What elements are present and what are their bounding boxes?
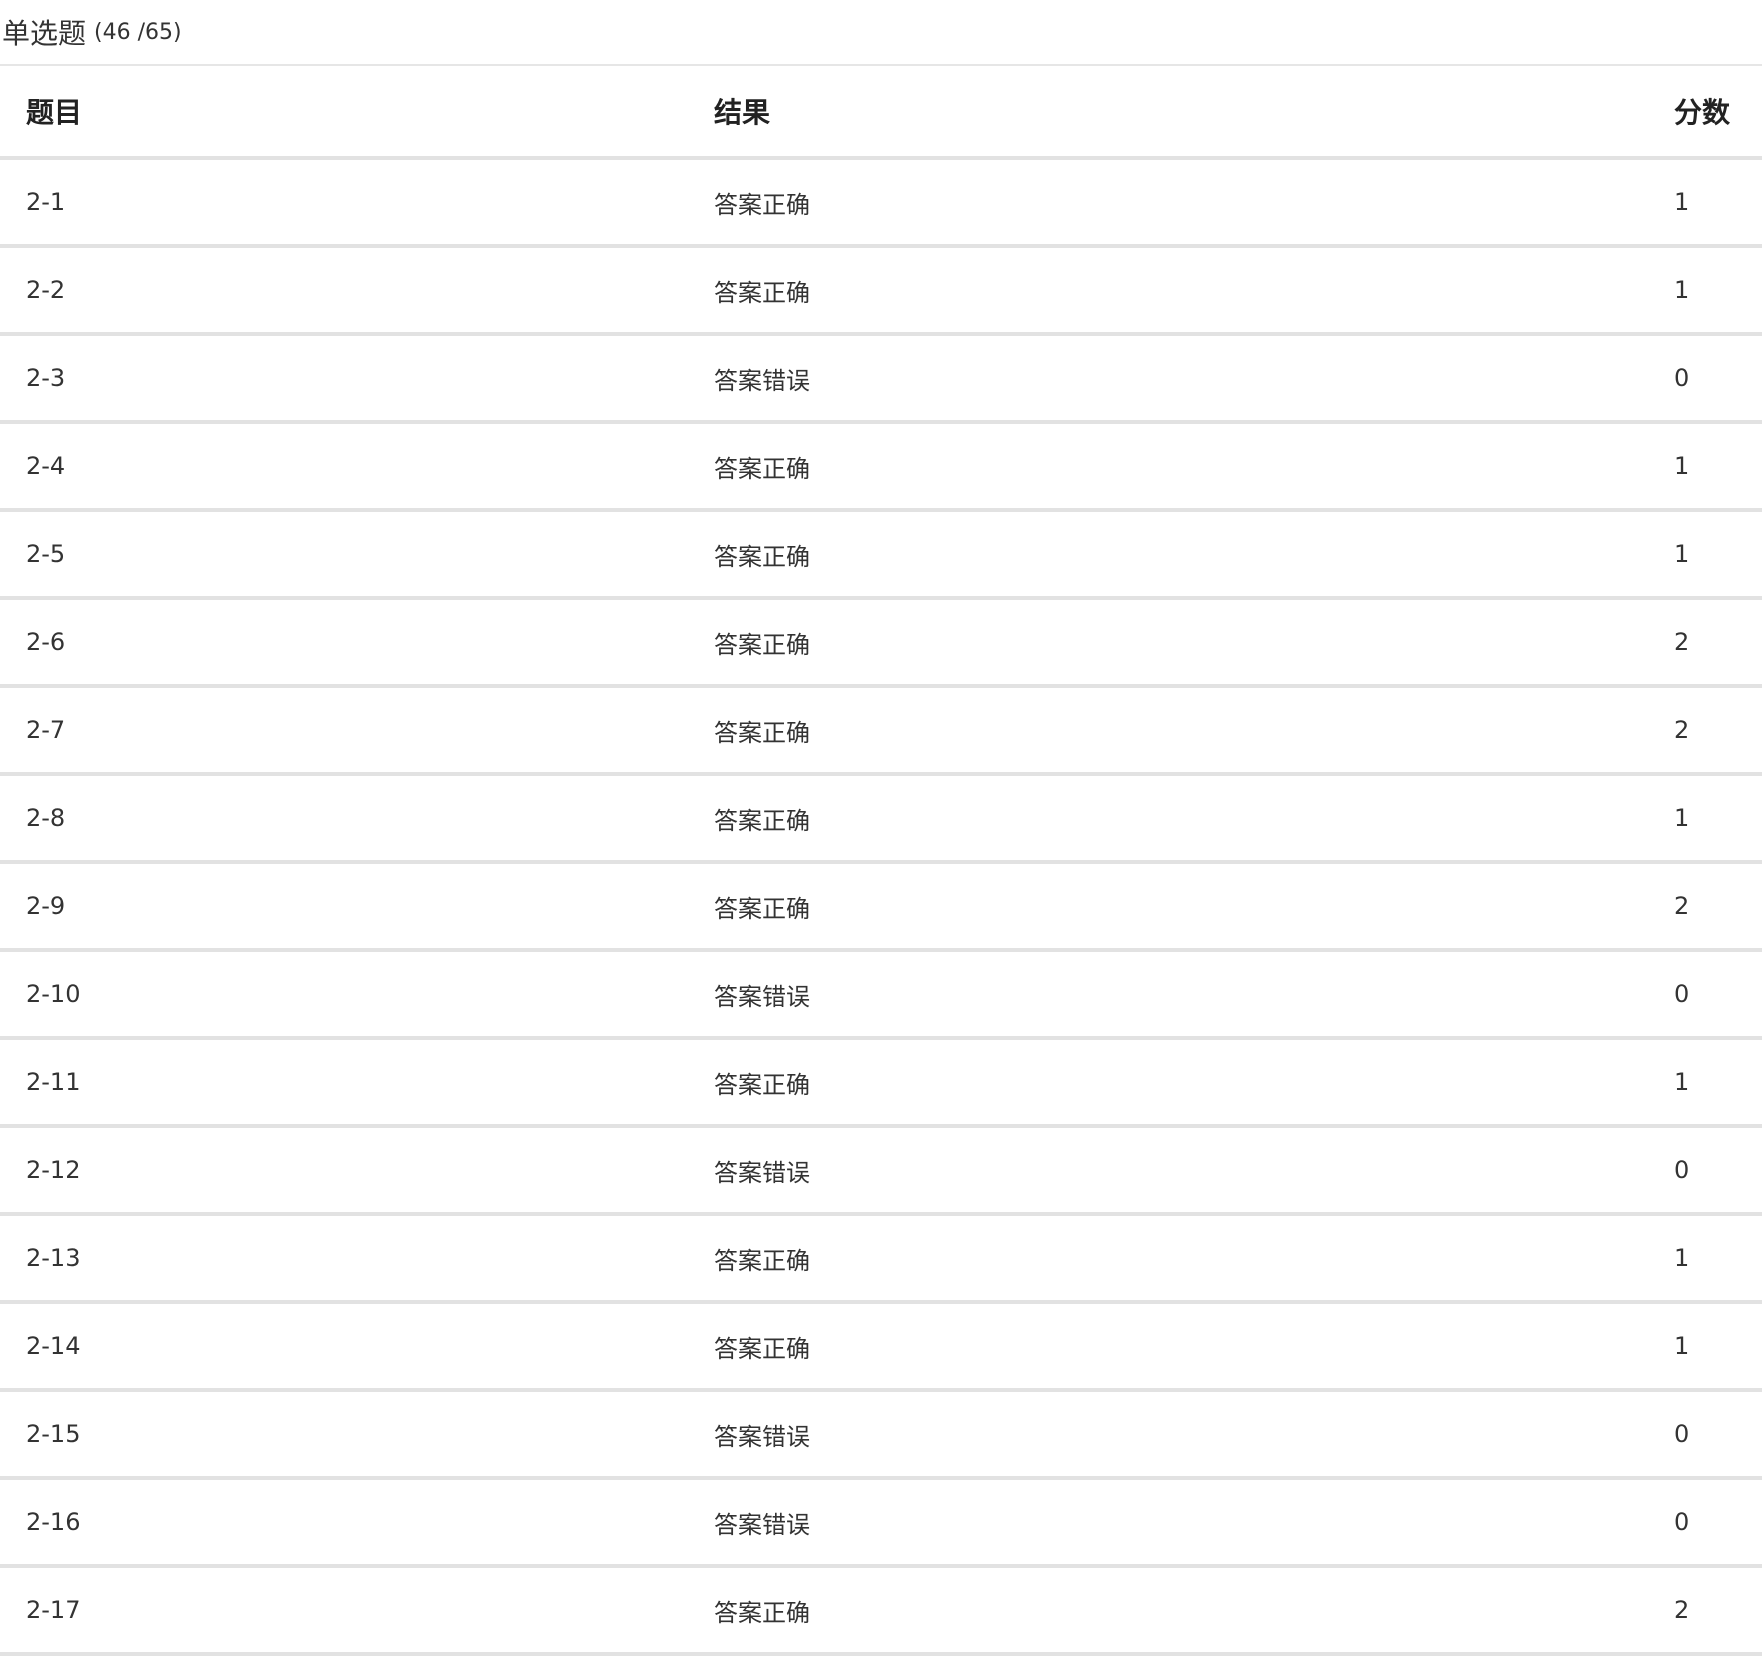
table-row: 2-1 答案正确 1 [0,158,1762,248]
score-value: 1 [1674,510,1762,600]
result-correct-label: 答案正确 [714,422,1674,512]
table-row: 2-13 答案正确 1 [0,1214,1762,1304]
results-table: 题目 结果 分数 2-1 答案正确 1 2-2 答案正确 1 2-3 答案错误 0 2-4 答案正确… [0,66,1762,1656]
result-correct-label: 答案正确 [714,598,1674,688]
table-row: 2-4 答案正确 1 [0,422,1762,512]
table-row: 2-14 答案正确 1 [0,1302,1762,1392]
table-body: 2-1 答案正确 1 2-2 答案正确 1 2-3 答案错误 0 2-4 答案正确 1 2-5 答案正确 1… [0,158,1762,1656]
table-row: 2-3 答案错误 0 [0,334,1762,424]
result-correct-label: 答案正确 [714,158,1674,248]
score-value: 1 [1674,1302,1762,1392]
score-value: 1 [1674,1214,1762,1304]
score-value: 1 [1674,158,1762,248]
result-wrong-label: 答案错误 [714,1390,1674,1480]
question-id: 2-2 [0,246,714,336]
score-value: 0 [1674,334,1762,424]
question-id: 2-6 [0,598,714,688]
score-value: 1 [1674,246,1762,336]
question-id: 2-15 [0,1390,714,1480]
table-row: 2-11 答案正确 1 [0,1038,1762,1128]
table-header: 题目 结果 分数 [0,66,1762,160]
header-row: 题目 结果 分数 [0,66,1762,160]
question-id: 2-3 [0,334,714,424]
section-header: 单选题 (46 /65) [0,0,1762,66]
question-id: 2-12 [0,1126,714,1216]
table-row: 2-8 答案正确 1 [0,774,1762,864]
result-correct-label: 答案正确 [714,774,1674,864]
result-correct-label: 答案正确 [714,862,1674,952]
score-value: 1 [1674,774,1762,864]
question-id: 2-11 [0,1038,714,1128]
result-correct-label: 答案正确 [714,1566,1674,1656]
question-id: 2-4 [0,422,714,512]
result-wrong-label: 答案错误 [714,334,1674,424]
score-value: 2 [1674,598,1762,688]
question-id: 2-16 [0,1478,714,1568]
score-value: 0 [1674,1478,1762,1568]
result-wrong-label: 答案错误 [714,1478,1674,1568]
score-value: 0 [1674,950,1762,1040]
table-row: 2-6 答案正确 2 [0,598,1762,688]
score-value: 0 [1674,1390,1762,1480]
table-row: 2-5 答案正确 1 [0,510,1762,600]
section-title: 单选题 [2,17,87,50]
question-id: 2-10 [0,950,714,1040]
score-value: 1 [1674,1038,1762,1128]
score-value: 0 [1674,1126,1762,1216]
table-row: 2-16 答案错误 0 [0,1478,1762,1568]
result-correct-label: 答案正确 [714,1302,1674,1392]
result-wrong-label: 答案错误 [714,950,1674,1040]
result-wrong-label: 答案错误 [714,1126,1674,1216]
table-row: 2-7 答案正确 2 [0,686,1762,776]
table-row: 2-15 答案错误 0 [0,1390,1762,1480]
header-result: 结果 [714,66,1674,160]
result-correct-label: 答案正确 [714,246,1674,336]
question-id: 2-13 [0,1214,714,1304]
result-correct-label: 答案正确 [714,1214,1674,1304]
table-row: 2-12 答案错误 0 [0,1126,1762,1216]
question-id: 2-5 [0,510,714,600]
question-id: 2-14 [0,1302,714,1392]
result-correct-label: 答案正确 [714,1038,1674,1128]
question-id: 2-8 [0,774,714,864]
result-correct-label: 答案正确 [714,686,1674,776]
score-value: 1 [1674,422,1762,512]
section-score-count: (46 /65) [94,19,182,45]
question-id: 2-9 [0,862,714,952]
score-value: 2 [1674,1566,1762,1656]
header-score: 分数 [1674,66,1762,160]
question-id: 2-7 [0,686,714,776]
header-question: 题目 [0,66,714,160]
question-id: 2-1 [0,158,714,248]
table-row: 2-9 答案正确 2 [0,862,1762,952]
table-row: 2-17 答案正确 2 [0,1566,1762,1656]
table-row: 2-2 答案正确 1 [0,246,1762,336]
table-row: 2-10 答案错误 0 [0,950,1762,1040]
score-value: 2 [1674,686,1762,776]
question-id: 2-17 [0,1566,714,1656]
score-value: 2 [1674,862,1762,952]
result-correct-label: 答案正确 [714,510,1674,600]
